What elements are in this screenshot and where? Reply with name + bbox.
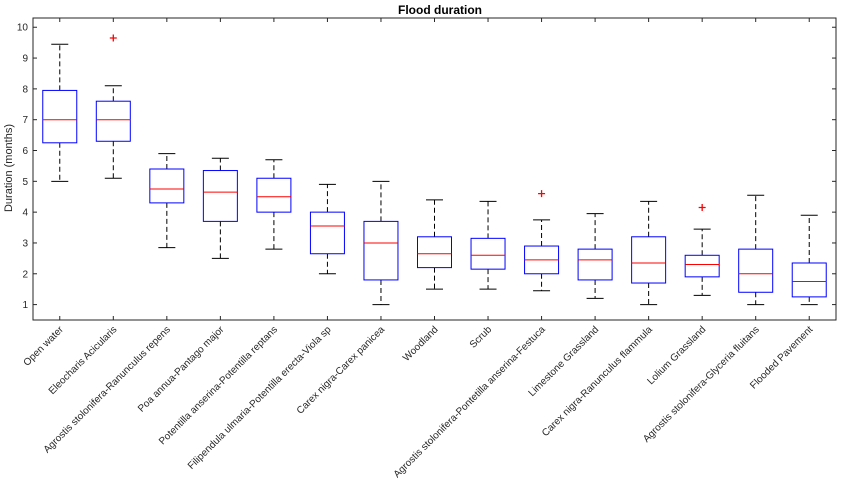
iqr-box [256,177,292,213]
iqr-box [363,220,399,281]
iqr-box [42,89,78,144]
y-tick-label: 3 [22,238,28,249]
y-tick-label: 2 [22,269,28,280]
x-category-label: Agrostis stolonifera-Glyceria fluitans [641,324,762,445]
y-tick-label: 5 [22,177,28,188]
y-tick-label: 1 [22,300,28,311]
y-tick-label: 8 [22,84,28,95]
iqr-box [684,254,720,278]
x-category-label: Open water [22,324,67,369]
x-category-label: Poa annua-Pantago major [136,324,227,415]
y-axis-title: Duration (months) [3,124,15,212]
chart-title: Flood duration [398,3,482,17]
x-category-label: Lolium Grassland [645,324,708,387]
iqr-box [631,236,667,284]
iqr-box [417,236,452,269]
iqr-box [309,211,345,255]
y-tick-label: 9 [22,54,28,65]
y-tick-label: 10 [17,23,29,34]
x-category-label: Carex nigra-Ranunculus flammula [540,324,655,439]
x-category-label: Potentilla anserina-Potentilla reptans [157,324,280,447]
y-tick-label: 7 [22,115,28,126]
x-category-label: Woodland [401,324,440,363]
outlier-marker [538,190,546,198]
iqr-box [95,100,131,142]
x-category-label: Carex nigra-Carex panicea [295,324,388,417]
y-tick-label: 4 [22,208,28,219]
iqr-box [149,168,185,204]
outlier-marker [109,34,117,42]
iqr-box [577,248,613,281]
outlier-marker [698,204,706,212]
y-tick-label: 6 [22,146,28,157]
iqr-box [791,262,827,298]
iqr-box [202,170,238,222]
iqr-box [470,237,506,270]
x-category-label: Scrub [468,324,495,351]
iqr-box [738,248,774,293]
